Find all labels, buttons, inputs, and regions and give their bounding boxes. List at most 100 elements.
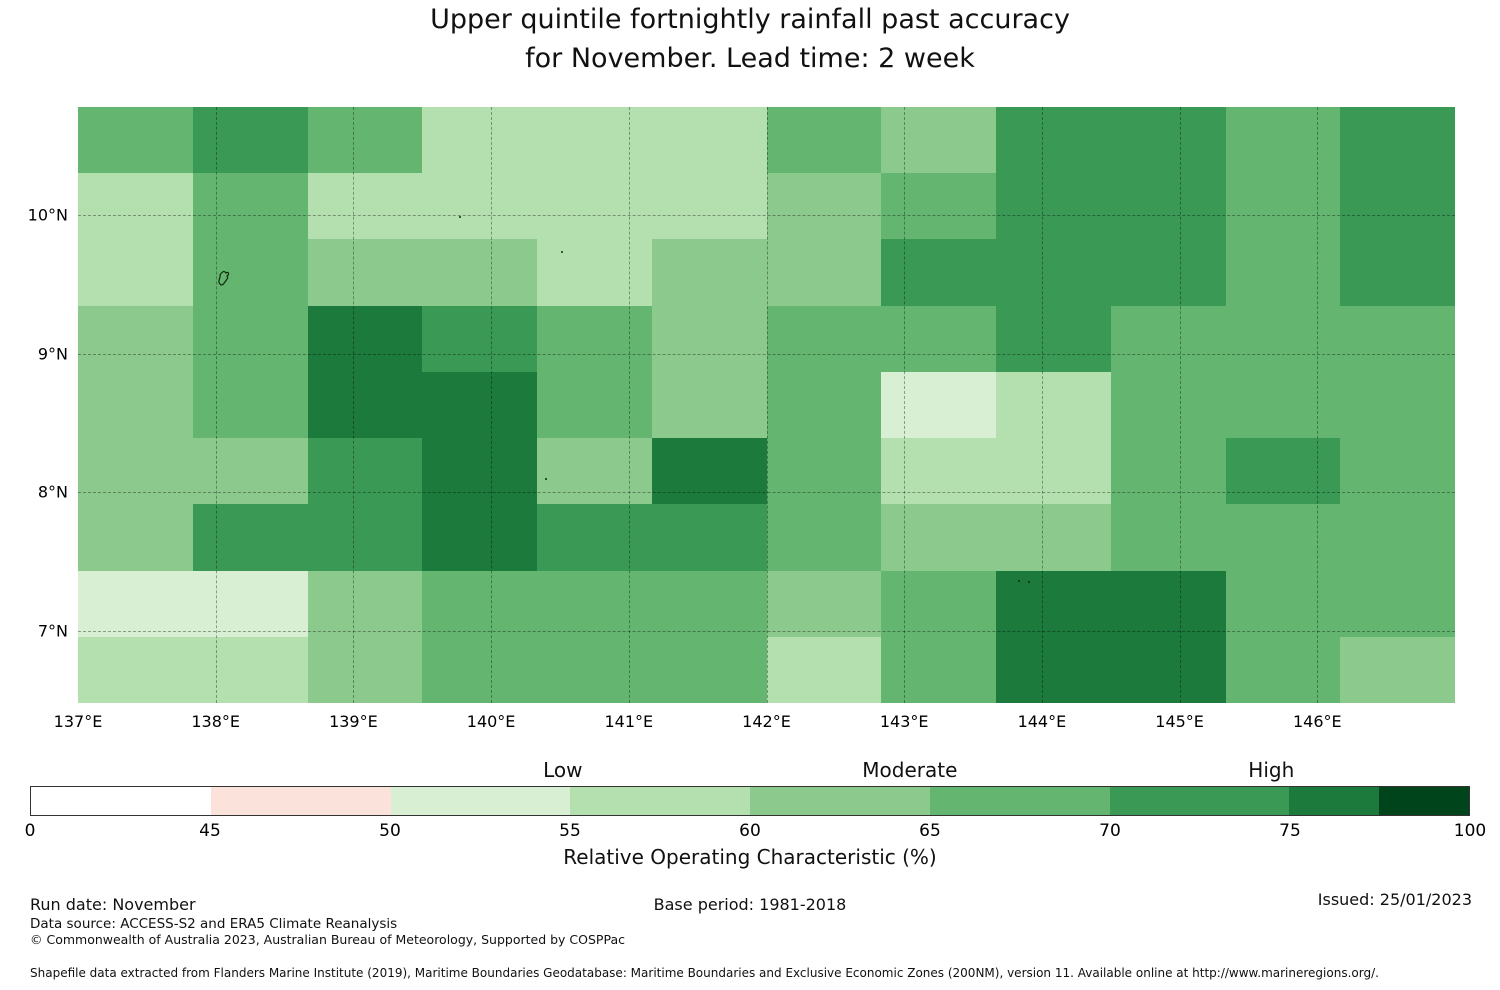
heatmap-cell <box>537 371 652 439</box>
heatmap-cell <box>537 173 652 240</box>
heatmap-cell <box>78 570 193 637</box>
heatmap-cell <box>192 371 308 439</box>
roc-heatmap <box>78 107 1455 703</box>
x-axis-tick-label: 138°E <box>191 712 241 731</box>
heatmap-cell <box>537 570 652 637</box>
heatmap-cell <box>307 173 423 240</box>
heatmap-cell <box>192 305 308 372</box>
x-axis-tick-label: 137°E <box>53 712 103 731</box>
heatmap-cell <box>766 371 882 439</box>
heatmap-cell <box>1340 239 1455 306</box>
colorbar-tick-label: 0 <box>24 821 36 841</box>
heatmap-cell <box>1340 636 1455 703</box>
heatmap-cell <box>1225 173 1341 240</box>
heatmap-cell <box>192 636 308 703</box>
islet-dot <box>561 251 564 254</box>
colorbar-segment <box>1289 787 1380 815</box>
colorbar-tick-label: 65 <box>919 821 941 841</box>
heatmap-cell <box>192 504 308 571</box>
heatmap-cell <box>78 107 193 174</box>
heatmap-cell <box>422 636 537 703</box>
heatmap-cell <box>307 107 423 174</box>
heatmap-cell <box>422 107 537 174</box>
islet-dot <box>459 216 462 219</box>
heatmap-cell <box>1225 371 1341 439</box>
colorbar-tick-label: 60 <box>739 821 761 841</box>
heatmap-cell <box>651 438 767 505</box>
heatmap-cell <box>422 438 537 505</box>
heatmap-cell <box>1110 305 1226 372</box>
colorbar-zone-label: Low <box>543 758 583 782</box>
islet-dot <box>544 477 547 480</box>
heatmap-cell <box>1340 107 1455 174</box>
x-axis-tick-label: 143°E <box>879 712 929 731</box>
heatmap-cell <box>651 371 767 439</box>
x-axis-tick-label: 146°E <box>1292 712 1342 731</box>
heatmap-cell <box>537 636 652 703</box>
islet-dot <box>1018 580 1021 583</box>
heatmap-cell <box>881 173 996 240</box>
shapefile-note-text: Shapefile data extracted from Flanders M… <box>30 966 1379 980</box>
heatmap-cell <box>996 504 1111 571</box>
heatmap-cell <box>766 636 882 703</box>
heatmap-cell <box>1110 107 1226 174</box>
colorbar-tick-label: 55 <box>559 821 581 841</box>
heatmap-cell <box>766 305 882 372</box>
y-axis-tick-label: 10°N <box>27 205 68 225</box>
heatmap-cell <box>651 504 767 571</box>
heatmap-cell <box>78 504 193 571</box>
heatmap-cell <box>307 438 423 505</box>
heatmap-cell <box>1340 173 1455 240</box>
heatmap-cell <box>1110 504 1226 571</box>
heatmap-cell <box>996 570 1111 637</box>
x-axis-tick-label: 145°E <box>1155 712 1204 731</box>
data-source-text: Data source: ACCESS-S2 and ERA5 Climate … <box>30 916 398 932</box>
x-axis-tick-label: 142°E <box>742 712 791 731</box>
heatmap-cell <box>996 636 1111 703</box>
colorbar-tick-label: 100 <box>1453 821 1487 841</box>
heatmap-cell <box>881 504 996 571</box>
heatmap-cell <box>422 570 537 637</box>
heatmap-cell <box>881 239 996 306</box>
heatmap-cell <box>996 173 1111 240</box>
heatmap-cell <box>78 239 193 306</box>
heatmap-cell <box>651 239 767 306</box>
heatmap-cell <box>996 438 1111 505</box>
heatmap-cell <box>307 371 423 439</box>
colorbar-segment <box>210 787 391 815</box>
heatmap-cell <box>881 305 996 372</box>
heatmap-cell <box>1225 438 1341 505</box>
colorbar-segment <box>1109 787 1290 815</box>
colorbar-segment <box>929 787 1110 815</box>
colorbar <box>30 786 1470 816</box>
colorbar-tick-label: 75 <box>1279 821 1301 841</box>
heatmap-cell <box>307 504 423 571</box>
heatmap-cell <box>1110 636 1226 703</box>
heatmap-cell <box>1110 173 1226 240</box>
heatmap-cell <box>78 371 193 439</box>
heatmap-cell <box>881 636 996 703</box>
heatmap-cell <box>422 239 537 306</box>
heatmap-cell <box>78 173 193 240</box>
heatmap-cell <box>422 371 537 439</box>
heatmap-cell <box>307 636 423 703</box>
heatmap-cell <box>1110 438 1226 505</box>
heatmap-cell <box>537 107 652 174</box>
x-axis-tick-label: 144°E <box>1017 712 1067 731</box>
colorbar-zone-label: Moderate <box>862 758 958 782</box>
heatmap-cell <box>881 371 996 439</box>
heatmap-cell <box>537 438 652 505</box>
heatmap-cell <box>422 173 537 240</box>
heatmap-cell <box>192 438 308 505</box>
heatmap-cell <box>78 305 193 372</box>
colorbar-axis-label: Relative Operating Characteristic (%) <box>563 845 937 869</box>
heatmap-cell <box>1340 371 1455 439</box>
heatmap-cell <box>78 636 193 703</box>
colorbar-segment <box>31 787 211 815</box>
heatmap-cell <box>766 504 882 571</box>
heatmap-cell <box>537 504 652 571</box>
heatmap-cell <box>192 239 308 306</box>
base-period-text: Base period: 1981-2018 <box>653 895 847 914</box>
heatmap-cell <box>537 239 652 306</box>
heatmap-cell <box>1340 438 1455 505</box>
